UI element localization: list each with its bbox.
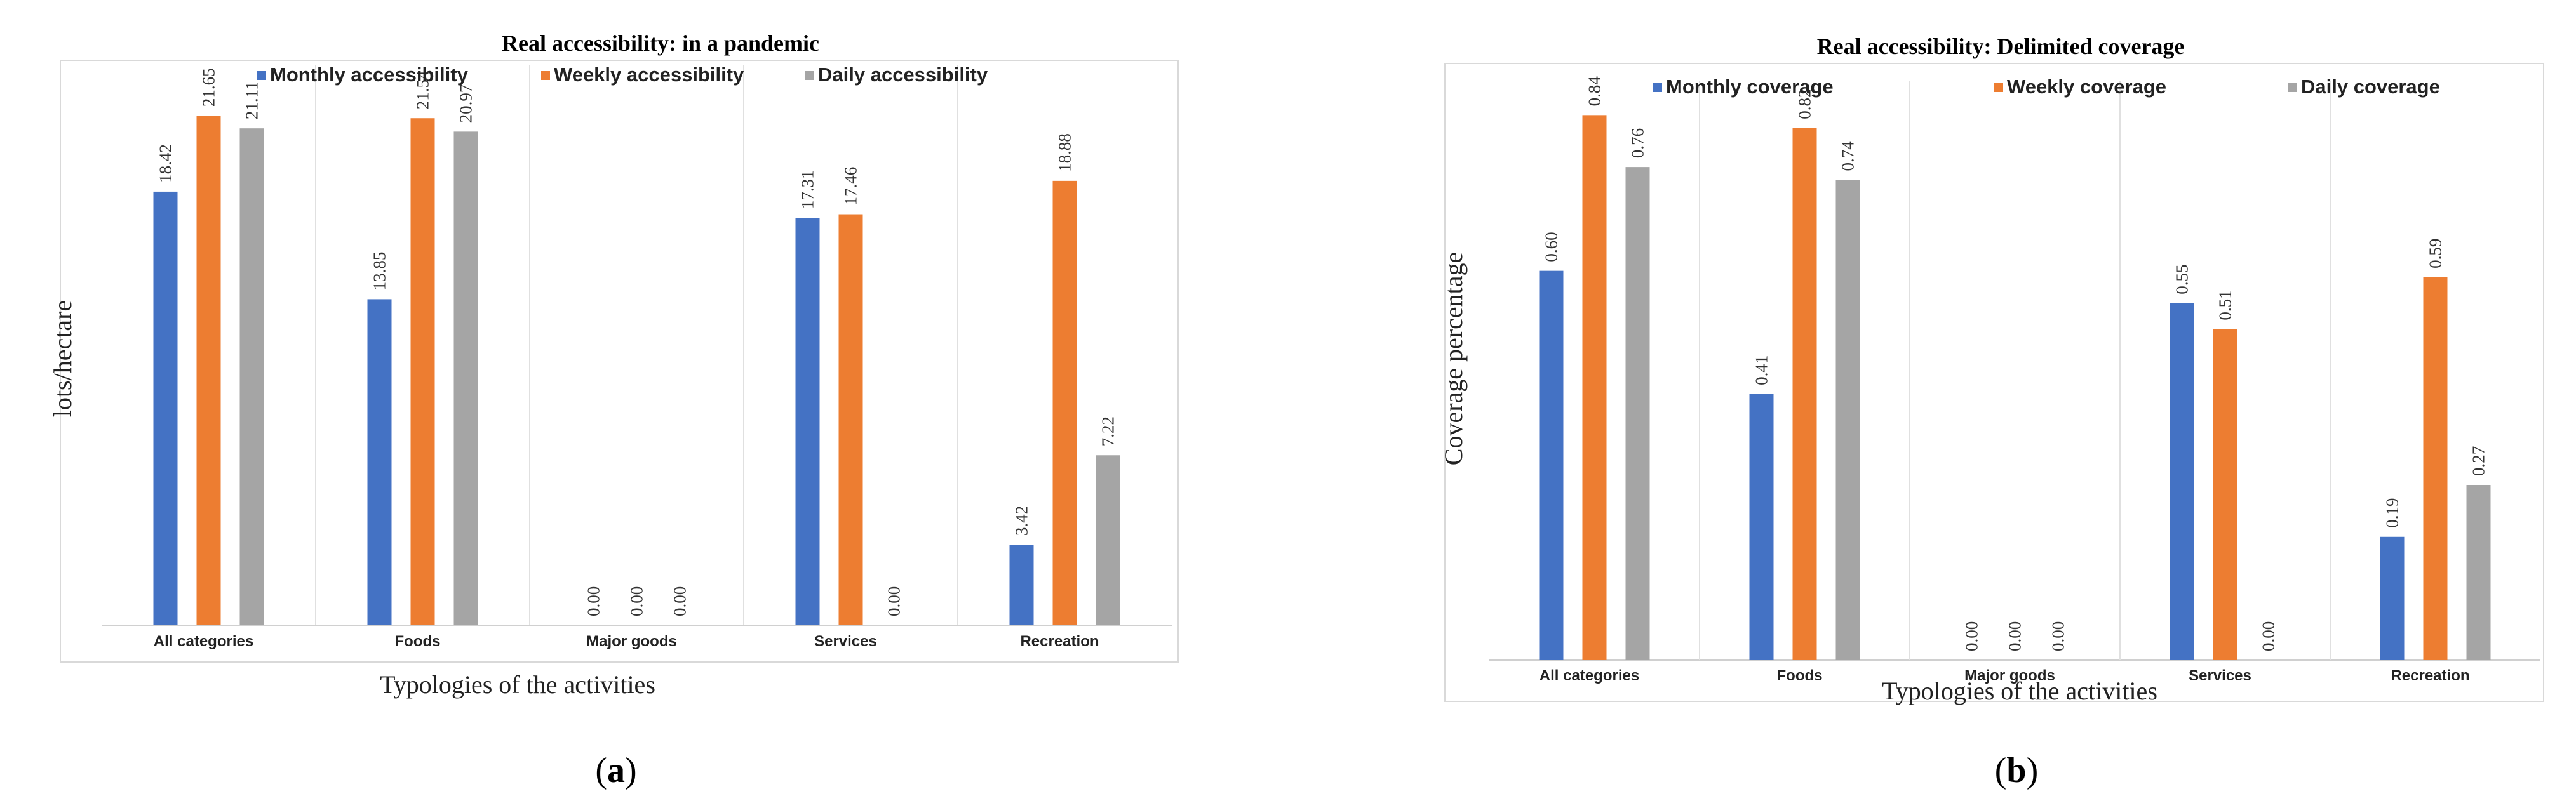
data-label: 21.65 [199, 68, 218, 107]
chart-b-title: Real accessibility: Delimited coverage [1817, 34, 2185, 59]
legend-entry: Daily coverage [2301, 76, 2440, 98]
bar-weekly-accessibility [410, 118, 435, 626]
data-label: 0.27 [2469, 446, 2488, 476]
chart-a-category-dividers [102, 65, 1172, 626]
data-label: 0.82 [1795, 89, 1815, 119]
legend-entry: Monthly coverage [1666, 76, 1834, 98]
legend-entry: Weekly coverage [2007, 76, 2166, 98]
category-label: Foods [395, 633, 441, 650]
chart-a-bars [153, 116, 1120, 626]
chart-b-legend: Monthly coverage Weekly coverage Daily cov… [1653, 76, 2440, 98]
data-label: 0.76 [1628, 128, 1647, 158]
bar-daily-coverage [1625, 167, 1650, 661]
data-label: 0.00 [584, 586, 603, 616]
category-label: Services [2189, 667, 2251, 684]
data-label: 0.00 [671, 586, 690, 616]
data-label: 0.00 [2006, 621, 2025, 651]
legend-swatch [541, 71, 550, 80]
data-label: 0.00 [2259, 621, 2278, 651]
data-label: 17.31 [798, 170, 817, 209]
bar-weekly-accessibility [838, 214, 863, 625]
bar-daily-coverage [1835, 180, 1860, 660]
data-label: 0.59 [2426, 239, 2445, 268]
category-label: Major goods [586, 633, 677, 650]
bar-monthly-accessibility [795, 218, 820, 625]
bar-monthly-accessibility [367, 299, 392, 625]
data-label: 18.42 [156, 144, 175, 183]
category-label: Services [814, 633, 877, 650]
chart-panel-a: Real accessibility: in a pandemic lots/h… [48, 30, 1179, 790]
category-label: Recreation [1020, 633, 1099, 650]
chart-panel-b: Real accessibility: Delimited coverage C… [1439, 34, 2544, 790]
legend-entry: Monthly accessibility [270, 63, 469, 86]
data-label: 18.88 [1056, 133, 1075, 172]
bar-monthly-coverage [2380, 536, 2405, 660]
bar-monthly-accessibility [1009, 545, 1034, 625]
bar-weekly-coverage [2213, 329, 2237, 660]
bar-weekly-accessibility [196, 116, 221, 626]
chart-a-category-labels: All categories Foods Major goods Services Re… [154, 633, 1099, 650]
category-label: All categories [154, 633, 253, 650]
data-label: 0.00 [627, 586, 647, 616]
chart-a-legend: Monthly accessibility Weekly accessibilit… [257, 63, 988, 86]
chart-b-frame [1444, 63, 2544, 702]
category-label: Foods [1777, 667, 1823, 684]
legend-swatch [1994, 83, 2003, 92]
bar-daily-coverage [2466, 485, 2491, 660]
data-label: 0.60 [1542, 232, 1561, 262]
caption-a: (a) [595, 751, 636, 790]
data-label: 0.84 [1585, 76, 1604, 107]
bar-daily-accessibility [239, 128, 264, 625]
bar-monthly-coverage [1749, 394, 1774, 660]
legend-swatch [257, 71, 266, 80]
data-label: 0.00 [1962, 621, 1982, 651]
bar-monthly-accessibility [153, 191, 178, 625]
legend-entry: Weekly accessibility [554, 63, 744, 86]
caption-b: (b) [1995, 751, 2038, 790]
legend-swatch [1653, 83, 1662, 92]
data-label: 13.85 [370, 252, 389, 291]
data-label: 0.55 [2173, 265, 2192, 295]
bar-monthly-coverage [1539, 270, 1564, 661]
bar-daily-accessibility [453, 131, 478, 626]
chart-a-data-labels: 18.42 21.65 21.11 13.85 21.54 20.97 0.00 0.00 0.… [156, 68, 1118, 616]
chart-a-x-axis-label: Typologies of the activities [380, 670, 655, 699]
chart-b-category-dividers [1489, 81, 2540, 661]
data-label: 7.22 [1099, 416, 1118, 446]
bar-weekly-coverage [2423, 277, 2448, 660]
legend-swatch [805, 71, 814, 80]
chart-b-bars [1539, 115, 2491, 661]
data-label: 21.54 [413, 70, 433, 109]
legend-swatch [2288, 83, 2297, 92]
chart-b-x-axis-label: Typologies of the activities [1882, 677, 2157, 705]
data-label: 21.11 [243, 81, 262, 119]
legend-entry: Daily accessibility [818, 63, 988, 86]
data-label: 17.46 [842, 167, 861, 206]
chart-b-y-axis-label: Coverage percentage [1439, 252, 1468, 465]
bar-daily-accessibility [1096, 455, 1120, 625]
bar-weekly-accessibility [1052, 180, 1077, 625]
data-label: 3.42 [1012, 506, 1031, 536]
bar-weekly-coverage [1792, 128, 1817, 660]
data-label: 0.51 [2216, 290, 2235, 320]
category-label: Recreation [2391, 667, 2469, 684]
bar-monthly-coverage [2170, 303, 2194, 660]
data-label: 0.74 [1839, 141, 1858, 171]
data-label: 0.41 [1752, 355, 1771, 385]
data-label: 20.97 [457, 84, 476, 123]
category-label: All categories [1540, 667, 1639, 684]
chart-a-title: Real accessibility: in a pandemic [502, 30, 819, 56]
chart-a-y-axis-label: lots/hectare [48, 300, 77, 417]
chart-b-data-labels: 0.60 0.84 0.76 0.41 0.82 0.74 0.00 0.00 0.00 0.55… [1542, 76, 2488, 651]
data-label: 0.00 [2049, 621, 2068, 651]
chart-b-category-labels: All categories Foods Major goods Services Re… [1540, 667, 2470, 684]
bar-weekly-coverage [1582, 115, 1607, 661]
category-label: Major goods [1964, 667, 2055, 684]
data-label: 0.00 [885, 586, 904, 616]
data-label: 0.19 [2383, 498, 2402, 528]
